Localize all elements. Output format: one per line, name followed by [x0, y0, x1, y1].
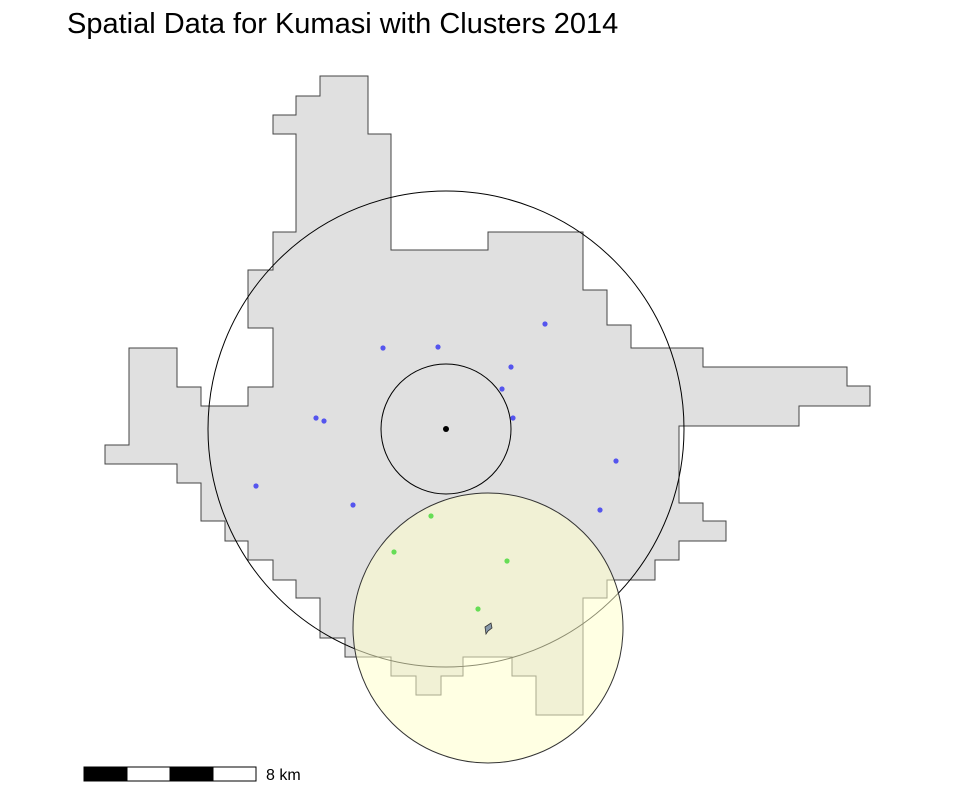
blue-point	[321, 418, 327, 424]
blue-point	[350, 502, 356, 508]
blue-point	[435, 344, 441, 350]
blue-point	[508, 364, 514, 370]
blue-point	[313, 415, 319, 421]
green-point	[428, 513, 434, 519]
green-cluster-points	[391, 513, 510, 612]
blue-point	[597, 507, 603, 513]
inner-buffer-circle	[380, 363, 512, 495]
blue-point	[542, 321, 548, 327]
blue-cluster-points	[253, 321, 619, 513]
green-point	[475, 606, 481, 612]
blue-point	[613, 458, 619, 464]
scale-bar: 8 km	[83, 766, 301, 784]
blue-point	[510, 415, 516, 421]
center-point	[443, 426, 449, 432]
small-feature-polygon	[484, 622, 493, 636]
blue-point	[499, 386, 505, 392]
map-title: Spatial Data for Kumasi with Clusters 20…	[67, 8, 619, 40]
green-point	[504, 558, 510, 564]
blue-point	[380, 345, 386, 351]
scale-bar-label: 8 km	[266, 767, 301, 784]
green-point	[391, 549, 397, 555]
blue-point	[253, 483, 259, 489]
